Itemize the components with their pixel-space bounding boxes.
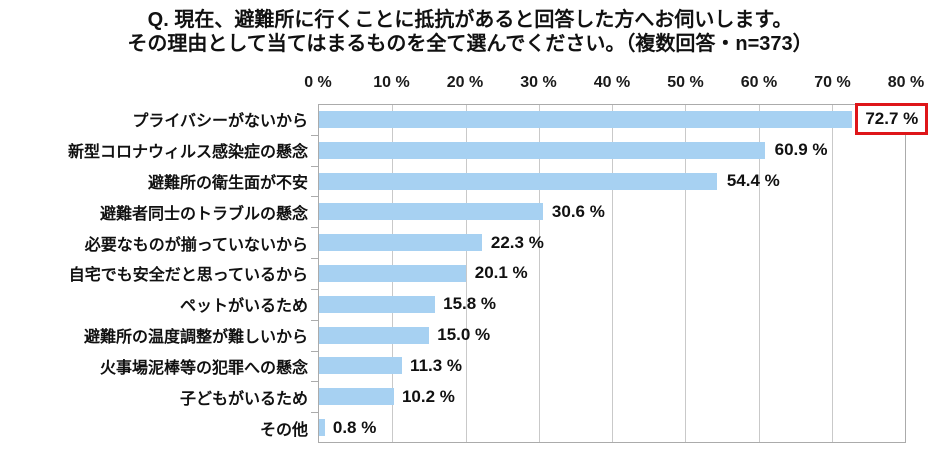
- y-axis-tick: [311, 319, 318, 321]
- bar: [319, 234, 483, 252]
- y-axis-tick: [311, 288, 318, 290]
- value-label-text: 0.8 %: [332, 417, 377, 437]
- bar: [319, 357, 402, 375]
- bar: [319, 265, 467, 282]
- value-label-text: 22.3 %: [490, 232, 544, 252]
- value-label-text: 72.7 %: [855, 103, 929, 136]
- y-axis-tick: [311, 258, 318, 260]
- gridline: [612, 105, 613, 442]
- x-axis-tick-label: 80 %: [887, 74, 925, 91]
- value-label: 10.2 %: [402, 381, 455, 412]
- bar: [319, 203, 544, 221]
- y-axis-tick: [311, 134, 318, 136]
- value-label-text: 54.4 %: [726, 171, 780, 191]
- chart-title: Q. 現在、避難所に行くことに抵抗があると回答した方へお伺いします。 その理由と…: [0, 8, 940, 56]
- value-label: 20.1 %: [475, 258, 528, 289]
- gridline: [538, 105, 540, 442]
- y-axis-tick: [311, 165, 318, 167]
- bar: [319, 326, 429, 344]
- x-axis-tick-label: 20 %: [446, 74, 484, 91]
- x-axis-tick-label: 10 %: [373, 74, 410, 91]
- category-label: 火事場泥棒等の犯罪への懸念: [99, 359, 308, 377]
- value-label-highlighted: 72.7 %: [855, 103, 929, 136]
- gridline: [758, 105, 760, 442]
- category-label: その他: [259, 421, 308, 439]
- category-label: 避難者同士のトラブルの懸念: [99, 205, 308, 223]
- bar: [319, 419, 325, 437]
- value-label: 15.8 %: [443, 289, 496, 320]
- value-label-text: 10.2 %: [401, 386, 455, 406]
- x-axis-tick-label: 50 %: [667, 74, 704, 91]
- value-label-text: 60.9 %: [774, 140, 828, 160]
- x-axis-tick-label: 40 %: [593, 74, 631, 91]
- bar: [319, 172, 718, 190]
- x-axis-tick-label: 60 %: [740, 74, 778, 91]
- x-axis-tick-label: 70 %: [814, 74, 851, 91]
- x-axis-tick-label: 30 %: [520, 74, 557, 91]
- y-axis-tick: [311, 227, 318, 229]
- value-label: 15.0 %: [437, 320, 490, 351]
- category-label: 避難所の衛生面が不安: [147, 175, 308, 193]
- y-axis-tick: [311, 381, 318, 383]
- x-axis-tick-labels: 0 % 10 % 20 % 30 % 40 % 50 % 60 % 70 % 80 %: [304, 74, 924, 96]
- value-label-text: 15.8 %: [443, 294, 497, 314]
- value-label: 0.8 %: [333, 412, 376, 443]
- bar: [319, 141, 766, 159]
- value-label: 30.6 %: [552, 196, 605, 227]
- value-label-text: 30.6 %: [551, 201, 605, 221]
- category-label: ペットがいるため: [179, 298, 308, 316]
- category-label: 子どもがいるため: [179, 390, 308, 408]
- value-label-text: 20.1 %: [474, 263, 528, 283]
- value-label: 54.4 %: [727, 166, 780, 197]
- value-label-text: 15.0 %: [437, 325, 491, 345]
- gridline: [831, 105, 833, 442]
- category-label: プライバシーがないから: [132, 113, 308, 131]
- bar: [319, 295, 435, 313]
- bar: [319, 388, 394, 406]
- category-label: 新型コロナウィルス感染症の懸念: [67, 144, 308, 162]
- plot-area: [318, 104, 906, 443]
- chart-title-line1: Q. 現在、避難所に行くことに抵抗があると回答した方へお伺いします。: [147, 9, 793, 31]
- y-axis-tick: [311, 412, 318, 414]
- category-label: 避難所の温度調整が難しいから: [83, 329, 308, 347]
- bar: [319, 110, 852, 128]
- value-label: 11.3 %: [410, 351, 462, 382]
- category-label: 必要なものが揃っていないから: [84, 236, 308, 254]
- value-label: 60.9 %: [775, 135, 828, 166]
- chart-title-line2: その理由として当てはまるものを全て選んでください。（複数回答・n=373）: [127, 33, 813, 55]
- x-axis-tick-label: 0 %: [304, 74, 332, 91]
- value-label: 22.3 %: [491, 227, 544, 258]
- category-label: 自宅でも安全だと思っているから: [68, 267, 308, 285]
- y-axis-tick: [311, 350, 318, 352]
- y-axis-tick: [311, 196, 318, 198]
- value-label-text: 11.3 %: [410, 355, 463, 375]
- gridline: [685, 105, 687, 442]
